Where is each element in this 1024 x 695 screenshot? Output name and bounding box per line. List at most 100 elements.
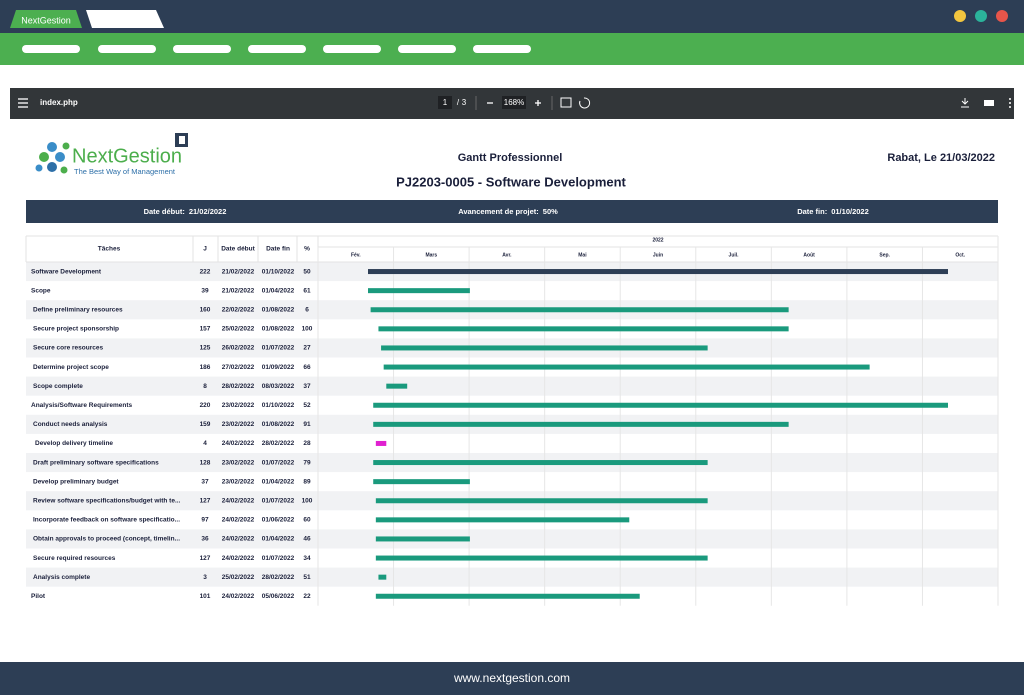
task-name: Draft preliminary software specification…: [33, 459, 159, 466]
fit-icon[interactable]: [560, 97, 572, 108]
gantt-bar: [375, 498, 708, 504]
task-start: 24/02/2022: [222, 517, 255, 524]
zoom-input[interactable]: [502, 96, 526, 109]
place-date: Rabat, Le 21/03/2022: [887, 152, 995, 164]
page-input[interactable]: [438, 96, 452, 109]
logo-name: NextGestion: [72, 145, 182, 167]
task-name: Scope complete: [33, 383, 83, 390]
task-start: 27/02/2022: [222, 364, 255, 371]
title-bar: [0, 0, 1024, 34]
task-end: 01/08/2022: [262, 326, 295, 333]
task-days: 220: [200, 402, 211, 409]
summary-label: Date début:: [144, 207, 185, 216]
task-end: 01/06/2022: [262, 517, 295, 524]
gantt-bar: [370, 307, 789, 313]
task-end: 28/02/2022: [262, 440, 295, 447]
task-end: 01/09/2022: [262, 364, 295, 371]
download-icon[interactable]: [961, 98, 969, 108]
report-title: PJ2203-0005 - Software Development: [396, 174, 626, 189]
task-name: Secure core resources: [33, 345, 103, 352]
window-button[interactable]: [954, 10, 966, 22]
task-days: 127: [200, 555, 211, 562]
rotate-icon[interactable]: [579, 97, 591, 109]
task-start: 28/02/2022: [222, 383, 255, 390]
summary-label: Avancement de projet:: [458, 207, 539, 216]
logo-tagline: The Best Way of Management: [74, 167, 176, 176]
window-button[interactable]: [975, 10, 987, 22]
zoom-in[interactable]: [535, 100, 541, 106]
logo-badge: [179, 136, 185, 144]
month-label: Mai: [578, 252, 587, 258]
nav-placeholders: [22, 45, 531, 53]
column-header: Date début: [221, 246, 255, 253]
column-header: Tâches: [98, 246, 121, 253]
task-end: 05/06/2022: [262, 593, 295, 600]
task-days: 39: [201, 287, 209, 294]
task-end: 01/04/2022: [262, 478, 295, 485]
task-start: 25/02/2022: [222, 326, 255, 333]
footer-bar: [0, 662, 1024, 695]
task-end: 01/10/2022: [262, 268, 295, 275]
task-percent: 91: [303, 421, 311, 428]
zoom-level: 168%: [504, 98, 524, 107]
summary-value: 01/10/2022: [831, 207, 869, 216]
month-label: Juil.: [729, 252, 740, 258]
row-shade: [26, 567, 998, 587]
task-percent: 79: [303, 459, 311, 466]
task-days: 101: [200, 593, 211, 600]
gantt-bar: [373, 402, 948, 408]
task-end: 01/10/2022: [262, 402, 295, 409]
task-start: 25/02/2022: [222, 574, 255, 581]
task-name: Determine project scope: [33, 364, 109, 371]
task-days: 157: [200, 326, 211, 333]
task-end: 28/02/2022: [262, 574, 295, 581]
task-percent: 34: [303, 555, 311, 562]
tab-active[interactable]: [10, 10, 82, 28]
task-name: Obtain approvals to proceed (concept, ti…: [33, 536, 180, 543]
task-percent: 27: [303, 345, 311, 352]
task-name: Scope: [31, 287, 51, 294]
task-start: 21/02/2022: [222, 287, 255, 294]
task-end: 01/07/2022: [262, 345, 295, 352]
task-start: 23/02/2022: [222, 459, 255, 466]
gantt-bar: [375, 593, 640, 599]
month-label: Sep.: [879, 252, 890, 258]
task-days: 159: [200, 421, 211, 428]
tab-label: NextGestion: [21, 15, 71, 25]
month-label: Août: [803, 252, 815, 258]
logo-mark: [35, 142, 70, 174]
more-icon[interactable]: [1009, 98, 1011, 108]
report-type: Gantt Professionnel: [458, 152, 563, 164]
task-start: 24/02/2022: [222, 497, 255, 504]
task-end: 01/07/2022: [262, 497, 295, 504]
task-days: 125: [200, 345, 211, 352]
task-end: 01/07/2022: [262, 459, 295, 466]
summary-bar: [26, 200, 998, 223]
task-end: 01/08/2022: [262, 421, 295, 428]
task-name: Pilot: [31, 593, 46, 600]
gantt-bar: [378, 326, 789, 332]
tab[interactable]: [86, 10, 164, 28]
task-percent: 52: [303, 402, 311, 409]
task-percent: 22: [303, 593, 311, 600]
task-end: 01/08/2022: [262, 306, 295, 313]
summary-value: 50%: [543, 207, 558, 216]
gantt-bar: [375, 517, 630, 523]
task-start: 22/02/2022: [222, 306, 255, 313]
task-name: Develop preliminary budget: [33, 478, 119, 485]
footer-url: www.nextgestion.com: [453, 671, 570, 685]
window-button[interactable]: [996, 10, 1008, 22]
task-days: 97: [201, 517, 209, 524]
task-name: Software Development: [31, 268, 102, 275]
summary-value: 21/02/2022: [189, 207, 227, 216]
row-shade: [26, 529, 998, 549]
gantt-bar: [368, 269, 948, 275]
print-icon[interactable]: [984, 100, 994, 106]
menu-icon[interactable]: [18, 98, 28, 108]
gantt-bar: [381, 345, 708, 351]
task-percent: 100: [302, 326, 313, 333]
gantt-bar: [375, 555, 708, 561]
task-percent: 37: [303, 383, 311, 390]
gantt-bar: [378, 574, 387, 580]
task-start: 23/02/2022: [222, 478, 255, 485]
